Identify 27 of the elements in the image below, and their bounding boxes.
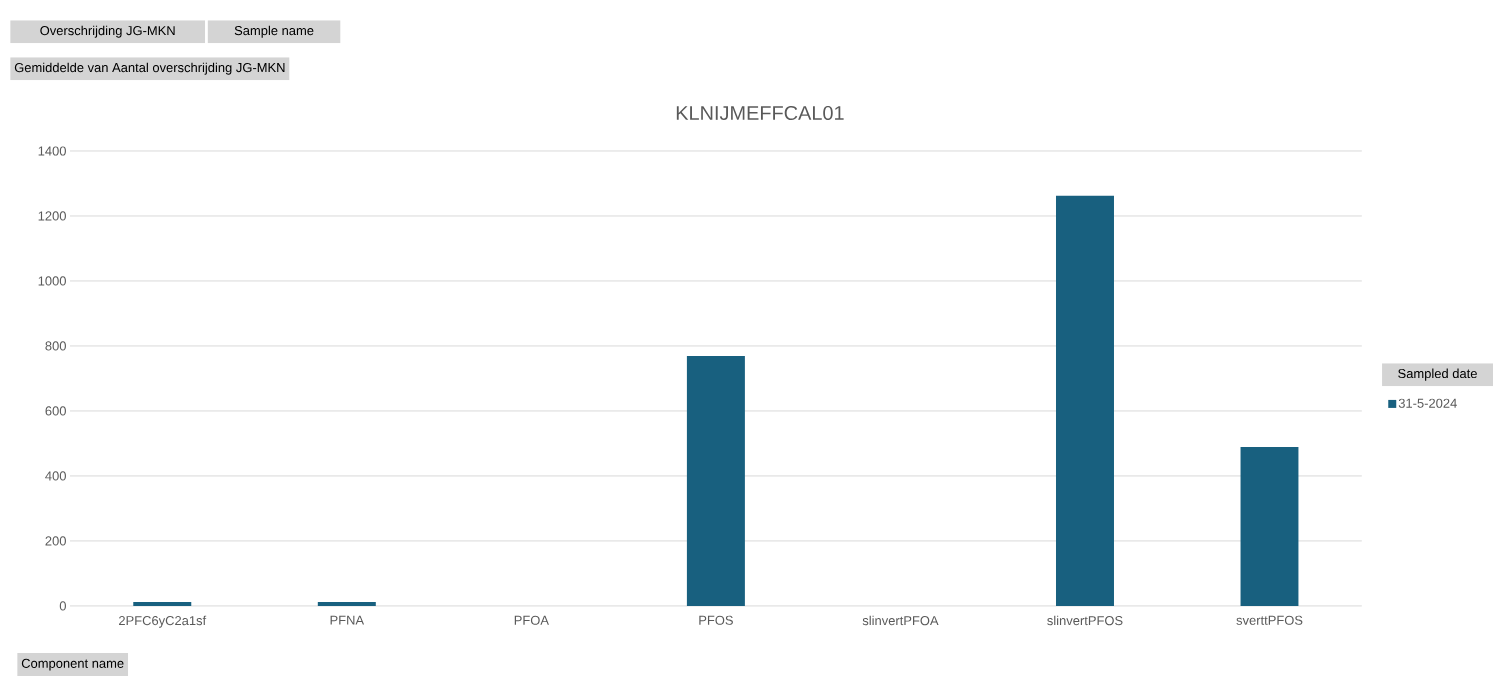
y-tick-label: 400: [45, 471, 66, 481]
y-tick-label: 1000: [38, 276, 66, 286]
y-tick-label: 800: [45, 341, 66, 351]
x-tick-label: PFOS: [699, 615, 733, 625]
x-tick-label: PFOA: [514, 615, 549, 625]
x-tick-label: 2PFC6yC2a1sf: [119, 615, 207, 628]
y-tick-label: 600: [45, 406, 66, 416]
bar: [686, 356, 745, 606]
text: Sample name: [234, 25, 314, 38]
x-tick-label: sverttPFOS: [1236, 615, 1303, 625]
y-tick-label: 200: [45, 536, 66, 546]
y-tick-label: 1200: [38, 211, 66, 221]
chart-title: KLNIJMEFFCAL01: [676, 105, 844, 121]
text: Gemiddelde van Aantal overschrijding JG-MKN: [14, 62, 285, 75]
x-axis-title: Component name: [21, 658, 124, 671]
bar: [1055, 195, 1114, 606]
bar: [133, 602, 192, 606]
x-tick-label: slinvertPFOS: [1047, 615, 1123, 626]
y-tick-label: 0: [59, 601, 66, 611]
legend-title: Sampled date: [1398, 368, 1477, 381]
bar: [317, 602, 376, 606]
legend-label: 31-5-2024: [1398, 398, 1457, 408]
x-tick-label: slinvertPFOA: [862, 615, 939, 626]
y-tick-label: 1400: [38, 146, 66, 156]
bar: [1240, 447, 1299, 606]
text: Overschrijding JG-MKN: [40, 25, 175, 38]
x-tick-label: PFNA: [330, 615, 365, 625]
